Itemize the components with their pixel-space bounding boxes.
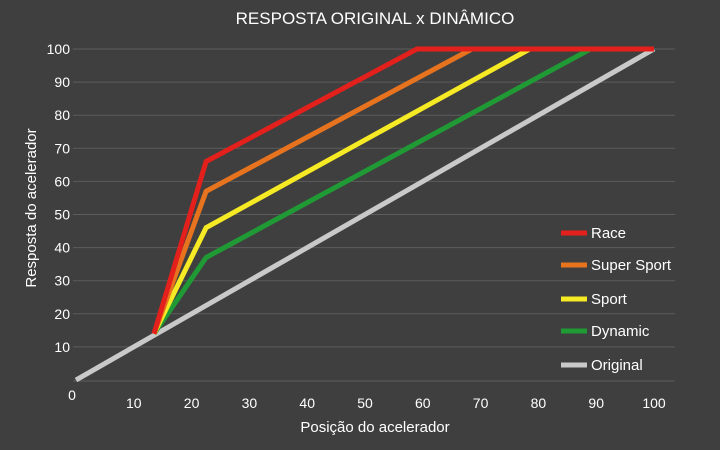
y-tick-label: 40 xyxy=(54,240,70,256)
x-tick-label: 30 xyxy=(242,395,258,411)
x-tick-label: 70 xyxy=(473,395,489,411)
y-tick-label: 60 xyxy=(54,173,70,189)
x-tick-label: 90 xyxy=(588,395,604,411)
y-tick-label: 20 xyxy=(54,306,70,322)
y-tick-label: 100 xyxy=(47,41,71,57)
y-tick-label: 30 xyxy=(54,273,70,289)
series-lines xyxy=(74,46,656,383)
legend-label: Dynamic xyxy=(591,323,650,340)
y-tick-label: 70 xyxy=(54,140,70,156)
x-tick-label: 40 xyxy=(299,395,315,411)
legend-label: Race xyxy=(591,225,626,242)
y-tick-label: 50 xyxy=(54,207,70,223)
y-tick-label: 80 xyxy=(54,107,70,123)
legend-label: Original xyxy=(591,357,643,374)
series-line-race xyxy=(151,46,654,335)
y-tick-label: 10 xyxy=(54,339,70,355)
x-axis-label: Posição do acelerador xyxy=(300,419,449,436)
legend-label: Super Sport xyxy=(591,257,672,274)
x-tick-label: 20 xyxy=(184,395,200,411)
y-tick-label: 90 xyxy=(54,74,70,90)
x-tick-label: 80 xyxy=(531,395,547,411)
x-tick-label: 10 xyxy=(126,395,142,411)
series-line-original xyxy=(74,46,656,383)
x-tick-label: 100 xyxy=(642,395,666,411)
legend: Race Super Sport Sport Dynamic Original xyxy=(561,225,672,374)
y-axis-label: Resposta do acelerador xyxy=(23,128,40,287)
x-tick-label: 50 xyxy=(357,395,373,411)
x-tick-label: 0 xyxy=(68,387,76,403)
x-tick-label: 60 xyxy=(415,395,431,411)
tick-labels: 10 20 30 40 50 60 70 80 90 100 0 10 20 30 40 50 60 70 80 90… xyxy=(47,41,666,411)
chart-title: RESPOSTA ORIGINAL x DINÂMICO xyxy=(236,9,515,28)
legend-label: Sport xyxy=(591,291,628,308)
